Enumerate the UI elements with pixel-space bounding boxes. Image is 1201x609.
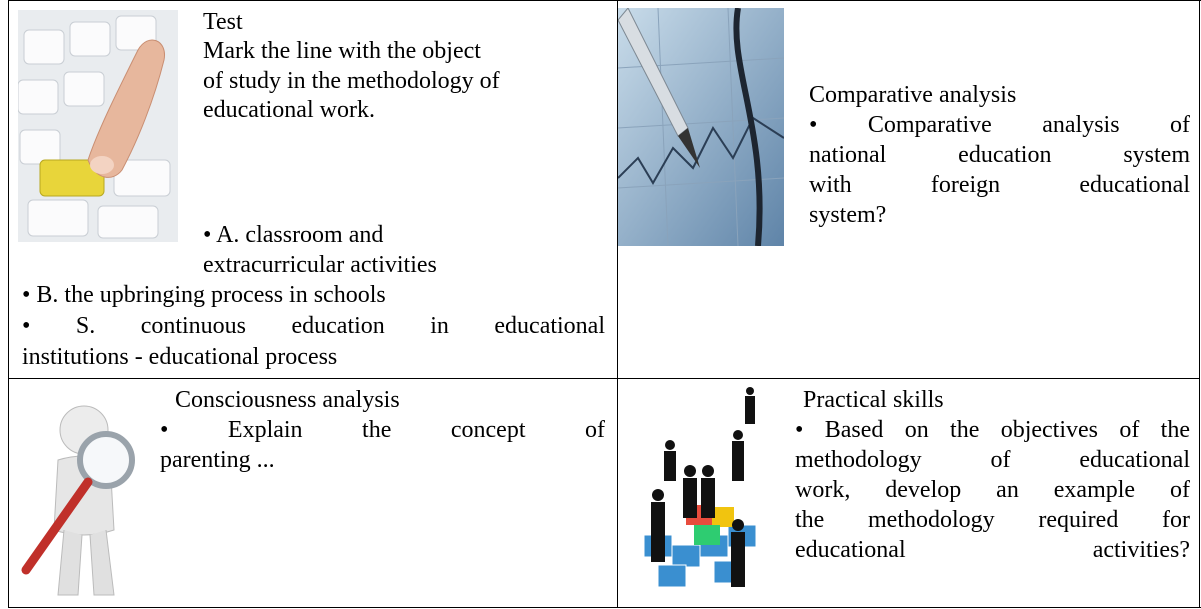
cell-text-line: institutions - educational process: [22, 344, 338, 370]
cell-text-line: • Explain the concept of: [160, 417, 605, 443]
cell-text-line: educational activities?: [795, 537, 1190, 563]
border: [8, 607, 1201, 608]
cell-text-line: the methodology required for: [795, 507, 1190, 533]
cell-text-line: with foreign educational: [809, 172, 1190, 198]
cell-text-line: system?: [809, 202, 887, 228]
business-people-image: [643, 387, 757, 588]
border: [8, 0, 9, 608]
cell-text-line: • Comparative analysis of: [809, 112, 1190, 138]
cell-title: Practical skills: [803, 387, 944, 413]
cell-title: Consciousness analysis: [175, 387, 400, 413]
cell-text-line: national education system: [809, 142, 1190, 168]
cell-title: Comparative analysis: [809, 82, 1017, 108]
cell-title: Test: [203, 9, 243, 35]
cell-text-line: work, develop an example of: [795, 477, 1190, 503]
keyboard-image: [18, 10, 178, 242]
cell-text-line: educational work.: [203, 97, 375, 123]
pen-chart-image: [618, 8, 784, 246]
cell-text-line: of study in the methodology of: [203, 68, 500, 94]
border: [1199, 0, 1200, 608]
border: [8, 0, 1201, 1]
cell-text-line: Mark the line with the object: [203, 38, 481, 64]
border: [8, 378, 1200, 379]
magnifier-image: [21, 405, 135, 596]
cell-text-line: • A. classroom and: [203, 222, 384, 248]
cell-text-line: parenting ...: [160, 447, 275, 473]
border: [617, 0, 618, 608]
cell-text-line: methodology of educational: [795, 447, 1190, 473]
cell-text-line: extracurricular activities: [203, 252, 437, 278]
cell-text-line: • B. the upbringing process in schools: [22, 282, 386, 308]
cell-text-line: • Based on the objectives of the: [795, 417, 1190, 443]
cell-text-line: • S. continuous education in educational: [22, 313, 605, 339]
